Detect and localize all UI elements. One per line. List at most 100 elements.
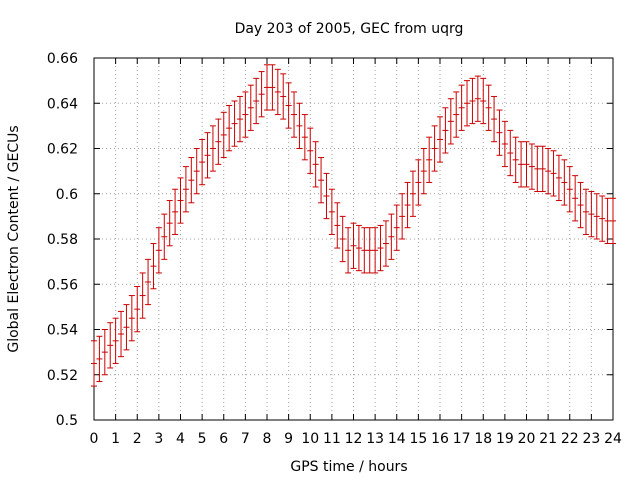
error-bar-point [280,73,287,120]
error-bar-point [377,224,384,272]
error-bar-point [572,175,579,222]
error-bar-point [399,193,406,240]
x-tick-label: 9 [284,431,293,447]
y-tick-label: 0.58 [47,232,78,248]
error-bar-point [350,222,357,269]
error-bar-point [215,118,222,165]
x-tick-label: 7 [241,431,250,447]
error-bar-point [372,227,379,274]
y-tick-label: 0.62 [47,142,78,158]
x-tick-label: 10 [301,431,319,447]
x-tick-label: 19 [496,431,514,447]
error-bar-point [166,200,173,247]
error-bar-point [242,91,249,138]
error-bar-point [285,82,292,129]
y-tick-label: 0.6 [56,187,78,203]
axis-ticks [93,57,614,421]
error-bar-point [145,258,152,306]
error-bar-point [307,127,314,174]
error-bar-point [610,197,616,245]
error-bar-point [404,181,411,229]
y-tick-label: 0.5 [56,413,78,429]
error-bar-point [485,84,492,131]
error-bar-point [220,111,227,159]
error-bar-point [474,75,481,122]
error-bar-point [539,145,546,192]
x-tick-label: 11 [323,431,341,447]
x-tick-label: 15 [409,431,427,447]
error-bar-point [599,195,606,242]
error-bar-point [409,170,416,217]
error-bar-series [91,64,616,387]
error-bar-point [442,107,449,154]
x-tick-label: 16 [431,431,449,447]
error-bar-point [512,136,519,183]
error-bar-point [453,91,460,138]
x-tick-label: 0 [90,431,99,447]
error-bar-point [193,148,200,195]
error-bar-point [291,91,298,138]
error-bar-point [231,100,238,147]
error-bar-point [566,166,573,213]
error-bar-point [464,80,471,127]
y-tick-label: 0.54 [47,323,78,339]
x-tick-label: 6 [219,431,228,447]
error-bar-point [177,177,184,224]
x-tick-labels: 0 1 2 3 4 5 6 7 8 9 10 11 12 13 14 15 16 17 18 19 20 21 22 23 24 [90,431,622,447]
error-bar-point [420,148,427,195]
error-bar-point [361,227,368,274]
y-tick-label: 0.66 [47,51,78,67]
error-bar-point [150,243,157,290]
error-bar-point [469,77,476,125]
error-bar-point [253,77,260,125]
x-tick-label: 3 [154,431,163,447]
error-bar-point [134,286,141,333]
x-tick-label: 18 [474,431,492,447]
error-bar-point [496,109,503,156]
error-bar-point [323,172,330,220]
error-bar-point [501,120,508,168]
error-bar-point [507,129,514,177]
error-bar-point [269,64,276,111]
x-tick-label: 4 [176,431,185,447]
error-bar-point [236,95,243,143]
error-bar-point [491,95,498,143]
error-bar-point [345,227,352,274]
x-tick-label: 23 [582,431,600,447]
error-bar-point [561,159,568,206]
error-bar-point [101,329,108,376]
error-bar-point [528,143,535,190]
x-tick-label: 8 [263,431,272,447]
error-bar-point [480,77,487,125]
error-bar-point [426,136,433,183]
x-tick-label: 22 [561,431,579,447]
error-bar-point [437,116,443,163]
error-bar-point [312,141,319,188]
error-bar-point [447,98,454,145]
x-tick-label: 21 [539,431,557,447]
error-bar-point [247,84,254,131]
error-bar-point [458,84,465,131]
x-tick-label: 14 [388,431,406,447]
error-bar-point [593,193,600,240]
error-bar-point [366,227,373,274]
x-tick-label: 1 [111,431,120,447]
x-tick-label: 13 [366,431,384,447]
error-bar-point [545,148,552,195]
y-tick-label: 0.64 [47,96,78,112]
x-tick-label: 17 [453,431,471,447]
error-bar-point [301,114,308,161]
error-bar-point [96,335,103,383]
error-bar-point [550,150,557,197]
x-axis-label: GPS time / hours [290,459,407,475]
error-bar-point [534,145,541,192]
error-bar-point [334,202,341,249]
error-bar-point [226,105,233,152]
error-bar-point [577,181,584,229]
error-bar-point [588,190,595,238]
error-bar-point [209,125,216,172]
error-bar-point [318,157,325,204]
error-bar-point [161,213,168,260]
x-tick-label: 24 [604,431,622,447]
